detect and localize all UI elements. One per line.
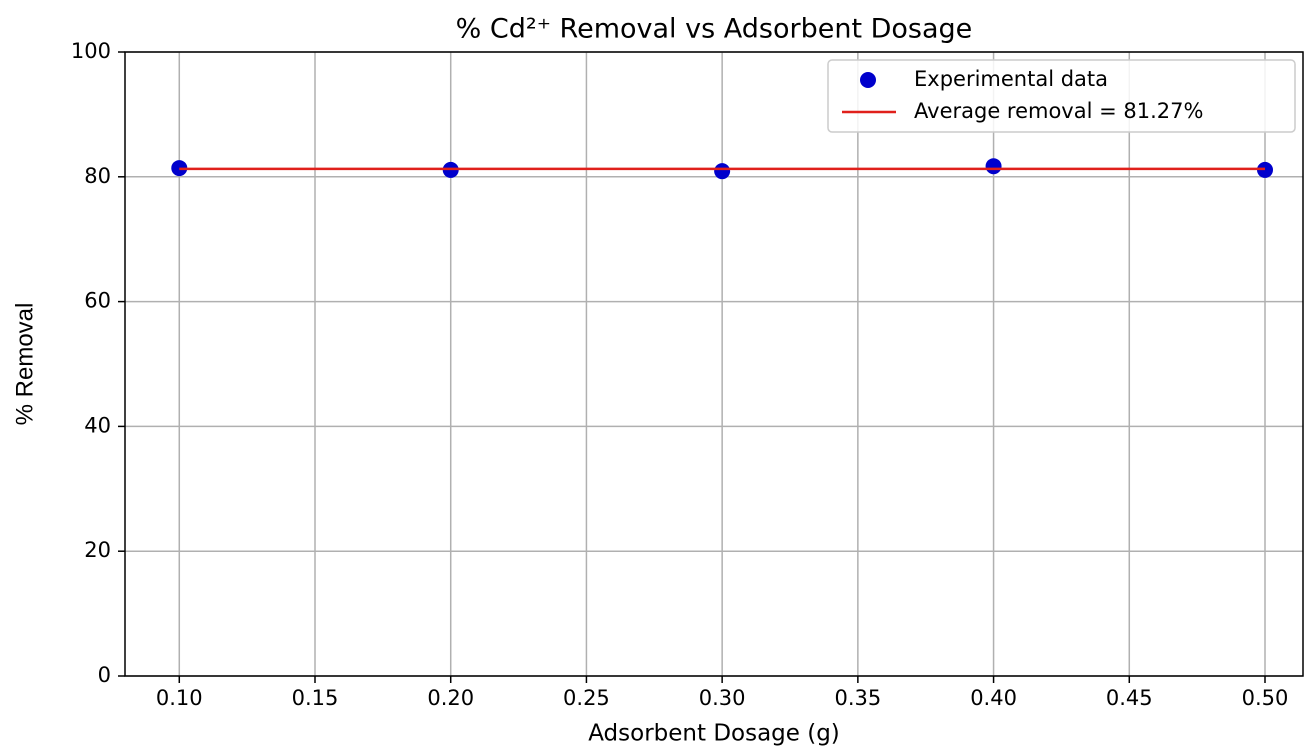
legend-label: Experimental data [914,67,1108,91]
y-axis-label: % Removal [11,303,38,426]
x-tick-label: 0.35 [834,686,881,710]
x-axis-label: Adsorbent Dosage (g) [588,721,840,747]
x-tick-label: 0.25 [563,686,610,710]
x-tick-label: 0.10 [156,686,203,710]
y-tick-label: 60 [84,289,111,313]
data-point [985,158,1002,175]
y-tick-label: 100 [71,39,111,63]
legend-label: Average removal = 81.27% [914,99,1203,123]
y-tick-label: 20 [84,538,111,562]
y-tick-label: 80 [84,164,111,188]
legend-box [827,59,1296,133]
data-point [714,163,731,180]
x-tick-label: 0.50 [1242,686,1289,710]
legend-marker [860,72,876,88]
y-tick-label: 0 [98,663,111,687]
x-tick-label: 0.20 [427,686,474,710]
plot-frame [124,51,1304,677]
x-tick-label: 0.40 [970,686,1017,710]
chart-title: % Cd²⁺ Removal vs Adsorbent Dosage [456,14,973,45]
x-tick-label: 0.15 [292,686,339,710]
x-tick-label: 0.30 [699,686,746,710]
y-tick-label: 40 [84,413,111,437]
x-tick-label: 0.45 [1106,686,1153,710]
